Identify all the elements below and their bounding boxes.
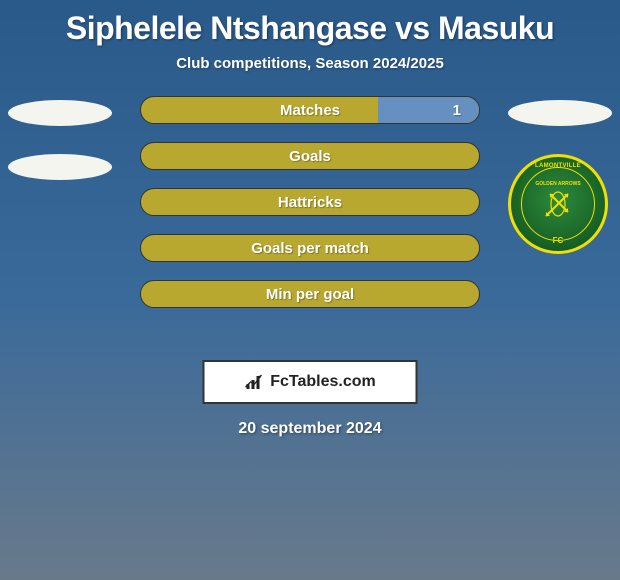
stat-label: Min per goal bbox=[266, 286, 354, 303]
stat-row: Goals per match bbox=[140, 234, 480, 262]
stat-label: Matches bbox=[280, 102, 340, 119]
attribution-content: FcTables.com bbox=[244, 373, 376, 391]
stat-row: Matches 1 bbox=[140, 96, 480, 124]
comparison-card: Siphelele Ntshangase vs Masuku Club comp… bbox=[0, 10, 620, 580]
badge-text-top: LAMONTVILLE bbox=[511, 163, 605, 169]
player-left-placeholder-1 bbox=[8, 100, 112, 126]
badge-fc-text: FC bbox=[511, 236, 605, 245]
stat-label: Goals per match bbox=[251, 240, 369, 257]
page-subtitle: Club competitions, Season 2024/2025 bbox=[0, 55, 620, 72]
stat-value-right: 1 bbox=[453, 102, 461, 119]
stats-area: LAMONTVILLE GOLDEN ARROWS FC bbox=[0, 108, 620, 388]
attribution-text: FcTables.com bbox=[270, 373, 376, 391]
date-text: 20 september 2024 bbox=[0, 420, 620, 438]
attribution-box: FcTables.com bbox=[203, 360, 418, 404]
club-badge-golden-arrows: LAMONTVILLE GOLDEN ARROWS FC bbox=[508, 154, 608, 254]
stat-label: Hattricks bbox=[278, 194, 342, 211]
player-right-placeholder-1 bbox=[508, 100, 612, 126]
stat-row: Hattricks bbox=[140, 188, 480, 216]
player-right-column: LAMONTVILLE GOLDEN ARROWS FC bbox=[508, 100, 612, 254]
stat-row: Goals bbox=[140, 142, 480, 170]
page-title: Siphelele Ntshangase vs Masuku bbox=[0, 10, 620, 47]
stat-row: Min per goal bbox=[140, 280, 480, 308]
bars-icon bbox=[244, 373, 266, 391]
player-left-placeholder-2 bbox=[8, 154, 112, 180]
stat-label: Goals bbox=[289, 148, 331, 165]
stat-rows: Matches 1 Goals Hattricks Goals per match Min… bbox=[140, 96, 480, 326]
player-left-column bbox=[8, 100, 112, 208]
badge-arrows-icon bbox=[538, 184, 578, 224]
stat-fill-right bbox=[378, 97, 479, 123]
